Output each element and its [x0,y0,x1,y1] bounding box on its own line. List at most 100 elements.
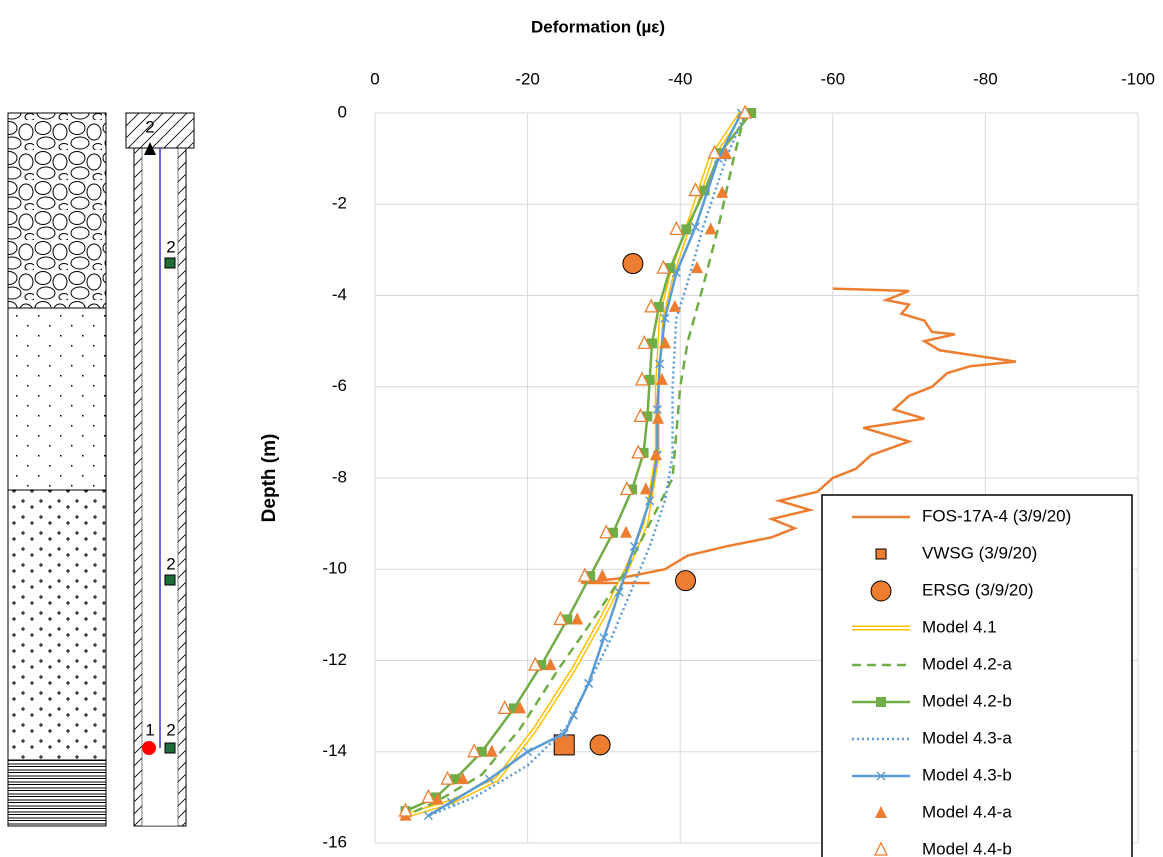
soil-profile: 2 2 2 1 2 [7,112,195,827]
marker [870,580,892,602]
series-line [427,112,743,817]
legend-label: Model 4.4-b [922,839,1012,857]
marker [446,797,456,807]
marker [876,771,886,781]
y-tick-label: -6 [332,376,347,395]
legend-label: Model 4.2-a [922,654,1012,673]
marker [746,108,757,118]
y-tick-label: -14 [322,741,347,760]
marker [456,772,469,785]
marker [638,447,649,458]
legend-label: Model 4.3-b [922,765,1012,784]
marker [646,338,657,349]
marker [656,259,671,274]
marker [658,336,671,349]
marker [738,104,753,119]
marker [619,480,634,496]
legend-label: Model 4.3-a [922,728,1012,747]
marker [559,728,569,739]
y-tick-label: -8 [332,467,347,486]
marker [704,222,717,235]
marker [596,569,609,582]
y-tick-label: -10 [322,559,347,578]
y-tick-label: -16 [322,832,347,851]
legend-label: Model 4.4-a [922,802,1012,821]
marker [536,660,547,671]
y-tick-label: -12 [322,650,347,669]
marker [668,299,681,312]
marker [568,710,578,720]
series-line [405,112,753,813]
marker [681,224,692,235]
marker [631,444,646,459]
marker [553,734,575,756]
marker [497,699,512,715]
marker [485,744,498,757]
marker [675,570,697,592]
marker [707,144,722,159]
sensor-label: 2 [166,237,175,256]
marker [553,610,568,626]
sensor-label: 2 [166,720,175,739]
y-axis-label: Depth (m) [259,434,280,523]
marker [699,185,710,196]
marker [655,372,668,385]
marker [652,405,662,415]
sensor-label: 1 [145,720,154,739]
marker [688,182,703,197]
marker [690,261,703,274]
legend-label: VWSG (3/9/20) [922,543,1037,562]
marker [644,298,659,313]
marker [423,811,433,821]
marker [875,548,887,560]
sensor-label: 2 [145,117,154,136]
marker [513,701,526,714]
marker [476,746,487,757]
y-tick-label: -2 [332,194,347,213]
marker [585,571,596,582]
marker [577,567,592,582]
marker [627,484,638,495]
marker [644,374,655,385]
series-line [580,287,1017,585]
x-tick-label: -20 [515,69,540,88]
marker [629,541,639,551]
marker [450,774,461,785]
marker [608,527,619,538]
marker [719,147,732,160]
marker [398,802,413,817]
marker [875,806,887,818]
marker [669,220,684,235]
marker [620,525,633,538]
marker [637,334,652,350]
marker [639,482,652,495]
legend-label: ERSG (3/9/20) [922,580,1034,599]
marker [467,743,482,758]
series-line [405,112,747,817]
sensor-label: 2 [166,554,175,573]
marker [571,612,584,625]
marker [544,658,557,671]
legend [821,494,1133,857]
marker [633,407,648,423]
series-line [427,112,747,817]
marker [508,703,519,714]
marker [528,656,543,671]
marker [876,697,886,707]
marker [614,587,624,597]
marker [634,371,650,386]
series-line-inner [405,112,743,817]
marker [716,185,729,198]
marker [660,313,670,323]
marker [421,788,436,804]
legend-label: Model 4.2-b [922,691,1012,710]
x-tick-label: -80 [973,69,998,88]
marker [645,496,655,506]
marker [873,841,889,856]
x-tick-label: 0 [370,69,379,88]
legend-label: FOS-17A-4 (3/9/20) [922,506,1071,525]
marker [584,678,594,688]
legend-label: Model 4.1 [922,617,997,636]
marker [653,301,664,312]
